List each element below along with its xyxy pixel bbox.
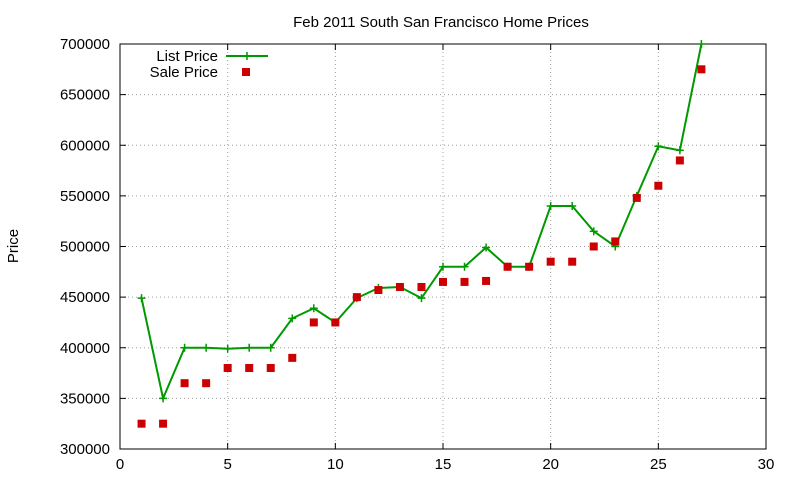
chart-title: Feb 2011 South San Francisco Home Prices: [293, 14, 589, 31]
point-list-price: [159, 394, 168, 403]
legend-marker-list-price: [243, 52, 251, 60]
x-tick-label: 5: [223, 456, 231, 473]
y-tick-label: 550000: [60, 188, 110, 205]
point-sale-price: [482, 276, 491, 285]
point-sale-price: [223, 364, 232, 372]
x-tick-label: 10: [327, 456, 344, 473]
series-line-list-price: [140, 43, 703, 402]
point-sale-price: [697, 65, 706, 74]
point-sale-price: [632, 193, 641, 202]
point-list-price: [460, 262, 469, 271]
point-sale-price: [568, 257, 577, 266]
point-sale-price: [675, 156, 684, 165]
y-axis-label: Price: [5, 229, 22, 263]
point-list-price: [309, 304, 318, 313]
point-sale-price: [309, 318, 318, 327]
point-sale-price: [546, 257, 555, 266]
y-tick-label: 500000: [60, 239, 110, 256]
x-tick-label: 15: [435, 456, 452, 473]
point-sale-price: [417, 283, 426, 291]
grid-lines: [120, 44, 766, 449]
y-tick-label: 400000: [60, 340, 110, 357]
x-tick-label: 30: [758, 456, 775, 473]
legend-label-sale-price: Sale Price: [150, 64, 218, 81]
point-sale-price: [180, 379, 189, 388]
legend-label-list-price: List Price: [156, 48, 218, 65]
y-tick-label: 650000: [60, 87, 110, 104]
point-list-price: [202, 343, 211, 352]
point-list-price: [180, 343, 189, 352]
point-sale-price: [525, 262, 534, 271]
point-list-price: [266, 343, 275, 352]
legend: List Price Sale Price: [150, 48, 268, 81]
point-list-price: [589, 227, 598, 236]
y-tick-label: 350000: [60, 390, 110, 407]
point-sale-price: [589, 242, 598, 251]
point-list-price: [288, 314, 297, 323]
legend-swatch-sale-price: [242, 68, 250, 76]
point-list-price: [697, 40, 706, 48]
point-sale-price: [460, 277, 469, 286]
point-list-price: [439, 262, 447, 271]
point-list-price: [223, 344, 232, 353]
point-sale-price: [611, 237, 620, 246]
point-sale-price: [352, 293, 361, 302]
point-sale-price: [331, 318, 340, 327]
point-list-price: [482, 243, 491, 252]
axes: 0 5 10 15 20 25 30 300000 350000 400000 450000 5000…: [60, 36, 774, 473]
point-list-price: [675, 146, 684, 155]
plot-area: [137, 40, 706, 428]
point-list-price: [568, 202, 577, 210]
y-tick-label: 450000: [60, 289, 110, 306]
point-list-price: [654, 142, 663, 151]
x-tick-label: 25: [650, 456, 667, 473]
point-list-price: [546, 202, 555, 210]
point-sale-price: [374, 286, 383, 295]
point-sale-price: [159, 419, 168, 428]
point-sale-price: [503, 262, 512, 271]
y-tick-label: 700000: [60, 36, 110, 53]
y-tick-label: 600000: [60, 137, 110, 154]
point-sale-price: [266, 364, 275, 372]
point-sale-price: [654, 181, 663, 190]
point-sale-price: [202, 379, 211, 388]
point-sale-price: [245, 364, 254, 372]
x-tick-label: 0: [116, 456, 124, 473]
x-tick-label: 20: [542, 456, 559, 473]
point-sale-price: [395, 283, 404, 291]
point-list-price: [137, 294, 146, 303]
point-sale-price: [137, 419, 146, 428]
point-list-price: [417, 294, 426, 303]
y-tick-label: 300000: [60, 441, 110, 458]
point-list-price: [245, 343, 254, 352]
point-sale-price: [439, 277, 447, 286]
point-sale-price: [288, 353, 297, 362]
